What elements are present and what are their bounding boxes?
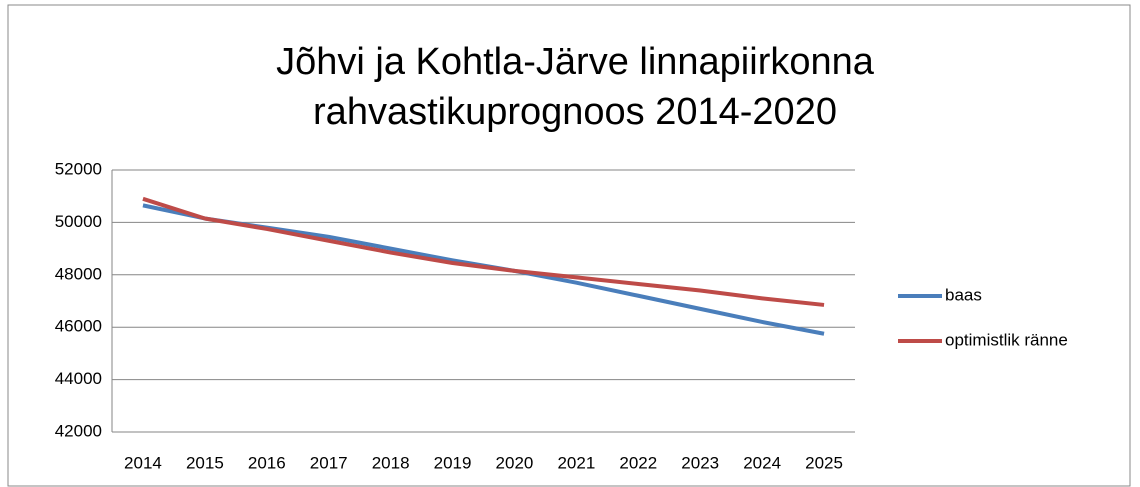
chart-border: [7, 4, 1131, 487]
x-tick-label: 2019: [434, 453, 472, 472]
series-line: [142, 196, 825, 307]
chart-title: rahvastikuprognoos 2014-2020: [313, 91, 837, 133]
y-tick-label: 52000: [55, 159, 102, 178]
y-tick-label: 42000: [55, 421, 102, 440]
x-tick-label: 2018: [372, 453, 410, 472]
legend-label: optimistlik ränne: [945, 330, 1068, 349]
x-tick-label: 2020: [496, 453, 534, 472]
y-tick-label: 46000: [55, 317, 102, 336]
x-tick-label: 2023: [681, 453, 719, 472]
x-tick-label: 2016: [248, 453, 286, 472]
y-tick-label: 50000: [55, 212, 102, 231]
x-tick-label: 2025: [805, 453, 843, 472]
x-tick-label: 2015: [186, 453, 224, 472]
x-tick-label: 2022: [619, 453, 657, 472]
chart-title: Jõhvi ja Kohtla-Järve linnapiirkonna: [276, 41, 875, 83]
legend-label: baas: [945, 285, 982, 304]
x-tick-label: 2017: [310, 453, 348, 472]
y-tick-label: 48000: [55, 264, 102, 283]
y-tick-label: 44000: [55, 369, 102, 388]
x-tick-label: 2024: [743, 453, 781, 472]
x-tick-label: 2014: [124, 453, 162, 472]
x-tick-label: 2021: [557, 453, 595, 472]
